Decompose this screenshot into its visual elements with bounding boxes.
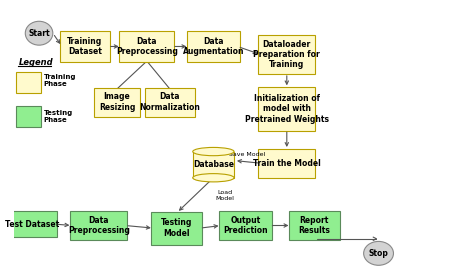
Text: Save Model: Save Model bbox=[229, 151, 265, 157]
Text: Data
Preprocessing: Data Preprocessing bbox=[116, 37, 178, 56]
Text: Database: Database bbox=[193, 160, 234, 169]
Text: Test Dataset: Test Dataset bbox=[5, 220, 59, 229]
Text: Legend: Legend bbox=[18, 58, 53, 67]
Ellipse shape bbox=[25, 21, 53, 45]
FancyBboxPatch shape bbox=[187, 31, 240, 62]
Text: Output
Prediction: Output Prediction bbox=[223, 216, 268, 235]
Text: Testing
Model: Testing Model bbox=[161, 218, 192, 238]
Text: Start: Start bbox=[28, 29, 50, 38]
FancyBboxPatch shape bbox=[152, 211, 202, 245]
Text: Initialization of
model with
Pretrained Weights: Initialization of model with Pretrained … bbox=[245, 94, 329, 124]
Text: Data
Preprocessing: Data Preprocessing bbox=[68, 216, 129, 235]
FancyBboxPatch shape bbox=[193, 152, 234, 178]
Ellipse shape bbox=[193, 174, 234, 182]
Text: Dataloader
Preparation for
Training: Dataloader Preparation for Training bbox=[254, 40, 320, 69]
Text: Train the Model: Train the Model bbox=[253, 159, 321, 168]
FancyBboxPatch shape bbox=[258, 87, 316, 131]
FancyBboxPatch shape bbox=[70, 211, 128, 240]
Ellipse shape bbox=[193, 147, 234, 156]
FancyBboxPatch shape bbox=[145, 88, 195, 117]
Text: Data
Normalization: Data Normalization bbox=[139, 92, 200, 112]
Text: Image
Resizing: Image Resizing bbox=[99, 92, 135, 112]
Text: Report
Results: Report Results bbox=[299, 216, 330, 235]
FancyBboxPatch shape bbox=[119, 31, 174, 62]
Text: Data
Augmentation: Data Augmentation bbox=[182, 37, 244, 56]
FancyBboxPatch shape bbox=[60, 31, 110, 62]
FancyBboxPatch shape bbox=[289, 211, 339, 240]
FancyBboxPatch shape bbox=[219, 211, 272, 240]
FancyBboxPatch shape bbox=[258, 35, 316, 74]
FancyBboxPatch shape bbox=[7, 211, 57, 237]
FancyBboxPatch shape bbox=[16, 72, 41, 93]
Text: Training
Phase: Training Phase bbox=[44, 75, 76, 87]
Text: Training
Dataset: Training Dataset bbox=[67, 37, 102, 56]
Text: Testing
Phase: Testing Phase bbox=[44, 110, 73, 123]
FancyBboxPatch shape bbox=[94, 88, 140, 117]
FancyBboxPatch shape bbox=[16, 106, 41, 127]
Ellipse shape bbox=[364, 241, 393, 265]
FancyBboxPatch shape bbox=[258, 148, 316, 178]
Text: Load
Model: Load Model bbox=[216, 190, 235, 201]
Text: Stop: Stop bbox=[369, 249, 389, 258]
